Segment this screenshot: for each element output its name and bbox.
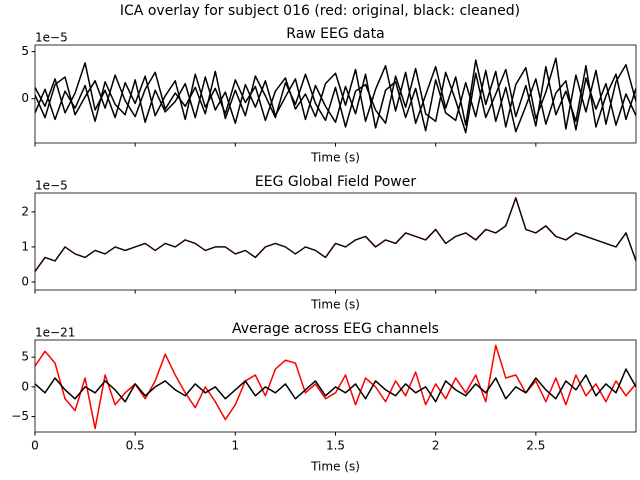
axes-frame xyxy=(34,44,637,144)
plot-area xyxy=(35,197,636,272)
x-tick-label: 0 xyxy=(31,439,39,453)
y-tick-label: 5 xyxy=(21,44,29,58)
figure-title: ICA overlay for subject 016 (red: origin… xyxy=(120,3,520,19)
x-axis-label: Time (s) xyxy=(310,151,360,165)
axes-title: Raw EEG data xyxy=(286,26,384,42)
x-axis-label: Time (s) xyxy=(310,298,360,312)
y-tick-label: 0 xyxy=(21,91,29,105)
axes-frame xyxy=(34,339,637,433)
x-tick-label: 2.5 xyxy=(526,439,545,453)
axes-title: Average across EEG channels xyxy=(232,321,439,337)
x-tick-label: 1.5 xyxy=(326,439,345,453)
series-line xyxy=(35,64,636,134)
offset-text: 1e−21 xyxy=(35,326,75,340)
y-tick-label: 1 xyxy=(21,239,29,253)
x-tick-label: 0.5 xyxy=(126,439,145,453)
series-line xyxy=(35,69,636,133)
axes-frame xyxy=(34,192,637,291)
y-tick-label: −5 xyxy=(11,409,29,423)
series-line xyxy=(35,197,636,272)
x-tick-label: 1 xyxy=(232,439,240,453)
offset-text: 1e−5 xyxy=(35,31,68,45)
y-tick-label: 2 xyxy=(21,204,29,218)
x-axis-label: Time (s) xyxy=(310,460,360,474)
series-line xyxy=(35,368,636,403)
offset-text: 1e−5 xyxy=(35,179,68,193)
y-tick-label: 5 xyxy=(21,350,29,364)
y-tick-label: 0 xyxy=(21,274,29,288)
series-line xyxy=(35,57,636,130)
axes-title: EEG Global Field Power xyxy=(255,174,416,190)
plot-area xyxy=(35,344,636,430)
plot-area xyxy=(35,57,636,134)
x-tick-label: 2 xyxy=(432,439,440,453)
y-tick-label: 0 xyxy=(21,379,29,393)
